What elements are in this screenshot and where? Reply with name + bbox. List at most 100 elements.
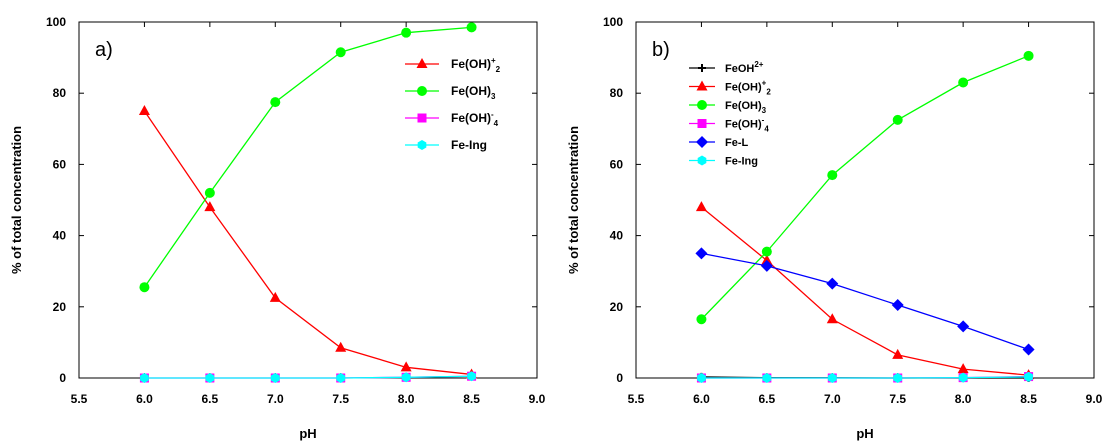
y-tick-label: 80 bbox=[610, 86, 624, 100]
series-Fe(OH)+2 bbox=[695, 201, 1035, 380]
data-point bbox=[761, 246, 772, 257]
y-tick-label: 40 bbox=[610, 229, 624, 243]
data-point bbox=[958, 372, 968, 383]
data-point bbox=[139, 282, 150, 293]
y-tick-label: 80 bbox=[53, 86, 67, 100]
legend-label: Fe(OH)3 bbox=[725, 100, 767, 115]
data-point bbox=[827, 373, 837, 383]
x-axis-title: pH bbox=[299, 426, 316, 441]
legend: FeOH2+ Fe(OH)+2 Fe(OH)3Fe(OH)-4 Fe-L Fe-Ing bbox=[689, 60, 771, 168]
y-axis-title: % of total concentration bbox=[9, 126, 24, 274]
x-tick-label: 6.0 bbox=[693, 392, 710, 406]
legend-label: Fe-Ing bbox=[725, 156, 758, 168]
series-line bbox=[700, 55, 1029, 320]
series-line bbox=[143, 26, 472, 288]
data-point bbox=[204, 187, 215, 198]
data-point bbox=[891, 299, 904, 312]
legend-marker bbox=[417, 140, 427, 150]
plot-frame bbox=[635, 21, 1095, 379]
y-axis-title: % of total concentration bbox=[566, 126, 581, 274]
data-point bbox=[466, 22, 477, 33]
series-Fe(OH)3 bbox=[696, 50, 1034, 325]
data-point bbox=[1023, 50, 1034, 61]
legend-label: Fe(OH)+2 bbox=[725, 79, 771, 97]
panel-label: a) bbox=[95, 39, 113, 61]
legend-marker bbox=[417, 86, 427, 96]
x-tick-label: 7.5 bbox=[889, 392, 906, 406]
data-point bbox=[205, 373, 215, 383]
series-line bbox=[143, 110, 472, 376]
legend-marker bbox=[698, 64, 706, 72]
data-point bbox=[697, 373, 706, 383]
data-point bbox=[1024, 371, 1033, 382]
legend-marker bbox=[696, 136, 708, 148]
y-tick-label: 0 bbox=[616, 371, 623, 385]
series-Fe-Ing bbox=[697, 371, 1033, 383]
legend-marker bbox=[416, 58, 428, 68]
data-point bbox=[957, 320, 970, 333]
data-point bbox=[467, 371, 476, 382]
series-Fe(OH)+2 bbox=[138, 105, 478, 379]
plot-frame bbox=[78, 21, 538, 379]
x-tick-label: 5.5 bbox=[71, 392, 88, 406]
series-line bbox=[144, 375, 472, 379]
series-line bbox=[701, 252, 1029, 351]
data-point bbox=[695, 201, 707, 212]
data-point bbox=[138, 105, 150, 115]
y-tick-label: 100 bbox=[603, 15, 623, 29]
data-point bbox=[335, 341, 347, 352]
x-axis-title: pH bbox=[856, 426, 873, 441]
data-point bbox=[401, 27, 412, 38]
data-point bbox=[270, 373, 280, 383]
x-tick-label: 8.0 bbox=[398, 392, 415, 406]
y-tick-label: 100 bbox=[46, 15, 66, 29]
legend-marker bbox=[696, 80, 708, 91]
series-line bbox=[701, 376, 1029, 379]
x-tick-label: 6.5 bbox=[759, 392, 776, 406]
legend-marker bbox=[697, 119, 707, 128]
x-tick-label: 5.5 bbox=[628, 392, 645, 406]
data-point bbox=[762, 373, 772, 383]
chart-panel-1: 5.5 6.0 6.5 7.0 7.5 8.0 8.5 9.0 0 20 40 60 80 100 pH % … bbox=[9, 15, 546, 441]
x-tick-label: 9.0 bbox=[529, 392, 546, 406]
data-point bbox=[696, 314, 707, 325]
data-point bbox=[695, 247, 708, 260]
x-tick-label: 7.0 bbox=[824, 392, 841, 406]
y-tick-label: 60 bbox=[53, 157, 67, 171]
data-point bbox=[892, 348, 904, 359]
series-Fe(OH)3 bbox=[139, 22, 477, 293]
legend: Fe(OH)+2 Fe(OH)3 Fe(OH)-4 Fe-Ing bbox=[405, 56, 501, 152]
legend-label: Fe-L bbox=[725, 137, 749, 149]
legend-marker bbox=[697, 100, 707, 110]
chart-panel-2: 5.5 6.0 6.5 7.0 7.5 8.0 8.5 9.0 0 20 40 60 80 100 pH % … bbox=[566, 15, 1103, 441]
legend-marker bbox=[417, 113, 427, 123]
x-tick-label: 8.0 bbox=[955, 392, 972, 406]
x-tick-label: 7.0 bbox=[267, 392, 284, 406]
series-Fe-Ing bbox=[140, 371, 476, 383]
data-point bbox=[335, 47, 346, 58]
x-tick-label: 9.0 bbox=[1086, 392, 1103, 406]
data-point bbox=[957, 363, 969, 374]
x-tick-label: 6.5 bbox=[202, 392, 219, 406]
data-point bbox=[827, 170, 838, 181]
data-point bbox=[826, 277, 839, 290]
data-point bbox=[958, 77, 969, 88]
legend-label: Fe(OH)-4 bbox=[451, 110, 499, 128]
data-point bbox=[893, 373, 903, 383]
y-tick-label: 40 bbox=[53, 229, 67, 243]
legend-label: FeOH2+ bbox=[725, 60, 764, 75]
data-point bbox=[204, 201, 216, 212]
data-point bbox=[892, 114, 903, 125]
x-tick-label: 6.0 bbox=[136, 392, 153, 406]
y-tick-label: 20 bbox=[53, 300, 67, 314]
data-point bbox=[401, 372, 411, 383]
data-point bbox=[269, 291, 281, 302]
series-line bbox=[701, 206, 1029, 376]
y-tick-label: 0 bbox=[59, 371, 66, 385]
legend-marker bbox=[697, 155, 707, 166]
legend-label: Fe(OH)+2 bbox=[451, 56, 501, 74]
x-tick-label: 7.5 bbox=[332, 392, 349, 406]
data-point bbox=[760, 259, 773, 272]
legend-label: Fe-Ing bbox=[451, 138, 487, 152]
